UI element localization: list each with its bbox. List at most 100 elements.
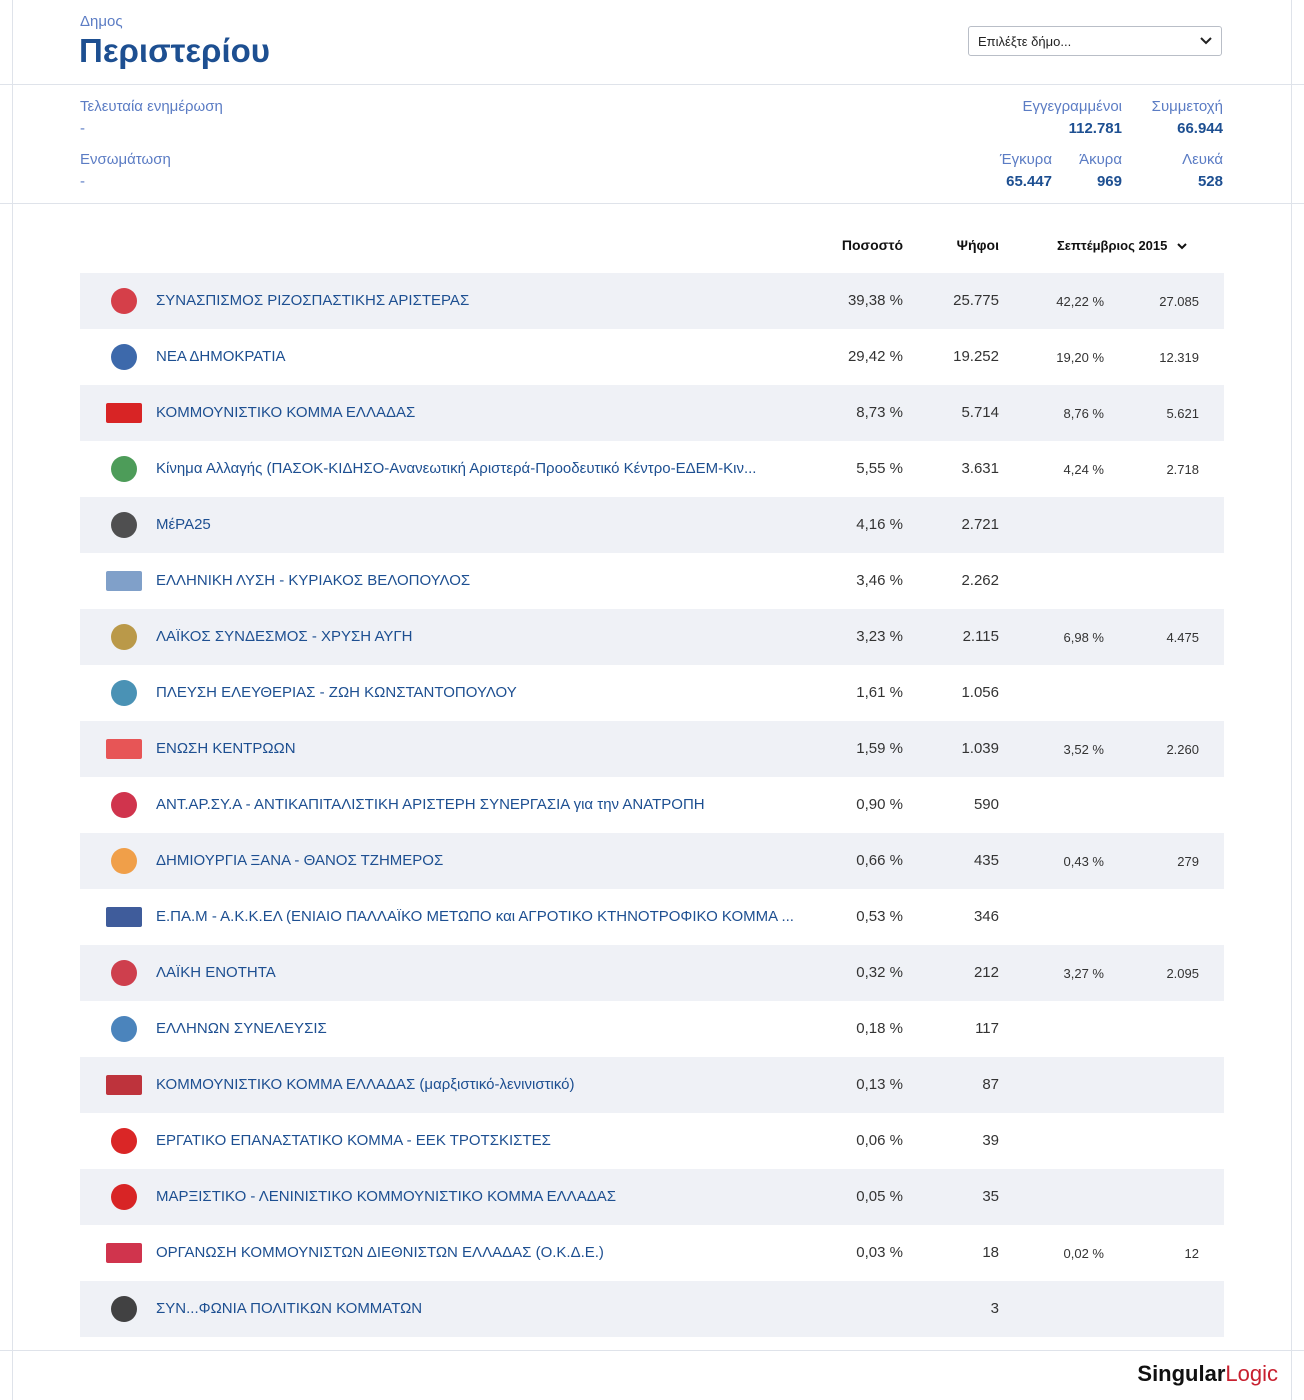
party-name: ΛΑΪΚΟΣ ΣΥΝΔΕΣΜΟΣ - ΧΡΥΣΗ ΑΥΓΗ — [156, 629, 413, 645]
previous-votes: 12 — [1184, 1246, 1199, 1261]
previous-votes: 2.718 — [1166, 462, 1199, 477]
municipality-title: Περιστερίου — [79, 32, 270, 69]
stat-value: 528 — [1197, 173, 1223, 190]
party-name: Ε.ΠΑ.Μ - Α.Κ.Κ.ΕΛ (ΕΝΙΑΙΟ ΠΑΛΛΑΪΚΟ ΜΕΤΩΠ… — [156, 909, 794, 925]
party-logo — [111, 792, 137, 818]
party-name: ΣΥΝ...ΦΩΝΙΑ ΠΟΛΙΤΙΚΩΝ ΚΟΜΜΑΤΩΝ — [156, 1301, 423, 1317]
party-logo — [106, 571, 142, 591]
previous-votes: 4.475 — [1166, 630, 1199, 645]
stat-label: Συμμετοχή — [1151, 98, 1223, 115]
votes: 5.714 — [961, 404, 999, 421]
stat-value: 969 — [1096, 173, 1122, 190]
result-row: ΣΥΝΑΣΠΙΣΜΟΣ ΡΙΖΟΣΠΑΣΤΙΚΗΣ ΑΡΙΣΤΕΡΑΣ 39,38… — [80, 273, 1224, 329]
column-header: Ποσοστό — [841, 237, 903, 253]
party-logo — [111, 344, 137, 370]
party-name: ΑΝΤ.ΑΡ.ΣΥ.Α - ΑΝΤΙΚΑΠΙΤΑΛΙΣΤΙΚΗ ΑΡΙΣΤΕΡΗ… — [156, 797, 705, 813]
footer-line — [0, 1350, 1304, 1351]
chevron — [1200, 37, 1212, 45]
result-row: ΚΟΜΜΟΥΝΙΣΤΙΚΟ ΚΟΜΜΑ ΕΛΛΑΔΑΣ (μαρξιστικό-… — [80, 1057, 1224, 1113]
result-row: ΟΡΓΑΝΩΣΗ ΚΟΜΜΟΥΝΙΣΤΩΝ ΔΙΕΘΝΙΣΤΩΝ ΕΛΛΑΔΑΣ… — [80, 1225, 1224, 1281]
percent: 29,42 % — [847, 348, 903, 365]
votes: 2.115 — [962, 628, 999, 645]
page-frame — [12, 0, 1292, 1400]
result-row: ΣΥΝ...ΦΩΝΙΑ ΠΟΛΙΤΙΚΩΝ ΚΟΜΜΑΤΩΝ 3 — [80, 1281, 1224, 1337]
previous-votes: 2.260 — [1166, 742, 1199, 757]
result-row: ΛΑΪΚΟΣ ΣΥΝΔΕΣΜΟΣ - ΧΡΥΣΗ ΑΥΓΗ 3,23 % 2.115… — [80, 609, 1224, 665]
votes: 1.056 — [961, 684, 999, 701]
previous-percent: 3,27 % — [1063, 966, 1104, 981]
votes: 435 — [973, 852, 999, 869]
votes: 18 — [982, 1244, 999, 1261]
column-header[interactable]: Σεπτέμβριος 2015 — [1057, 238, 1187, 253]
municipality-select[interactable]: Επιλέξτε δήμο... — [968, 26, 1222, 56]
result-row: ΔΗΜΙΟΥΡΓΙΑ ΞΑΝΑ - ΘΑΝΟΣ ΤΖΗΜΕΡΟΣ 0,66 % 43… — [80, 833, 1224, 889]
party-logo — [106, 1243, 142, 1263]
party-logo — [111, 288, 137, 314]
percent: 4,16 % — [856, 516, 903, 533]
party-name: ΕΛΛΗΝΙΚΗ ΛΥΣΗ - ΚΥΡΙΑΚΟΣ ΒΕΛΟΠΟΥΛΟΣ — [156, 573, 471, 589]
result-row: ΕΡΓΑΤΙΚΟ ΕΠΑΝΑΣΤΑΤΙΚΟ ΚΟΜΜΑ - ΕΕΚ ΤΡΟΤΣΚ… — [80, 1113, 1224, 1169]
result-row: ΕΛΛΗΝΙΚΗ ΛΥΣΗ - ΚΥΡΙΑΚΟΣ ΒΕΛΟΠΟΥΛΟΣ 3,46 … — [80, 553, 1224, 609]
previous-percent: 3,52 % — [1063, 742, 1104, 757]
result-row: ΜΑΡΞΙΣΤΙΚΟ - ΛΕΝΙΝΙΣΤΙΚΟ ΚΟΜΜΟΥΝΙΣΤΙΚΟ Κ… — [80, 1169, 1224, 1225]
percent: 5,55 % — [856, 460, 903, 477]
percent: 1,61 % — [856, 684, 903, 701]
result-row: ΑΝΤ.ΑΡ.ΣΥ.Α - ΑΝΤΙΚΑΠΙΤΑΛΙΣΤΙΚΗ ΑΡΙΣΤΕΡΗ… — [80, 777, 1224, 833]
stat-label: Λευκά — [1182, 151, 1223, 168]
party-logo — [111, 1016, 137, 1042]
result-row: Ε.ΠΑ.Μ - Α.Κ.Κ.ΕΛ (ΕΝΙΑΙΟ ΠΑΛΛΑΪΚΟ ΜΕΤΩΠ… — [80, 889, 1224, 945]
percent: 8,73 % — [856, 404, 903, 421]
party-name: ΟΡΓΑΝΩΣΗ ΚΟΜΜΟΥΝΙΣΤΩΝ ΔΙΕΘΝΙΣΤΩΝ ΕΛΛΑΔΑΣ… — [156, 1245, 604, 1261]
votes: 346 — [973, 908, 999, 925]
votes: 3 — [990, 1300, 999, 1317]
votes: 25.775 — [953, 292, 999, 309]
votes: 2.262 — [961, 572, 999, 589]
previous-votes: 27.085 — [1159, 294, 1199, 309]
info-label: Τελευταία ενημέρωση — [80, 98, 223, 115]
party-logo — [111, 848, 137, 874]
percent: 39,38 % — [847, 292, 903, 309]
votes: 212 — [973, 964, 999, 981]
previous-percent: 42,22 % — [1056, 294, 1104, 309]
party-logo — [106, 403, 142, 423]
votes: 117 — [975, 1020, 999, 1037]
chevron — [1177, 243, 1187, 250]
result-row: ΕΝΩΣΗ ΚΕΝΤΡΩΩΝ 1,59 % 1.039 3,52 % 2.260 — [80, 721, 1224, 777]
column-header: Ψήφοι — [956, 237, 999, 253]
party-logo — [111, 960, 137, 986]
stat-value: 112.781 — [1068, 120, 1122, 137]
votes: 1.039 — [961, 740, 999, 757]
stat-value: 65.447 — [1006, 173, 1052, 190]
votes: 35 — [982, 1188, 999, 1205]
party-name: ΜΑΡΞΙΣΤΙΚΟ - ΛΕΝΙΝΙΣΤΙΚΟ ΚΟΜΜΟΥΝΙΣΤΙΚΟ Κ… — [156, 1189, 617, 1205]
brand: SingularLogic — [1137, 1361, 1278, 1387]
party-logo — [111, 1296, 137, 1322]
previous-percent: 4,24 % — [1063, 462, 1104, 477]
percent: 0,18 % — [856, 1020, 903, 1037]
percent: 0,90 % — [856, 796, 903, 813]
result-row: ΚΟΜΜΟΥΝΙΣΤΙΚΟ ΚΟΜΜΑ ΕΛΛΑΔΑΣ 8,73 % 5.714 8,… — [80, 385, 1224, 441]
party-name: ΚΟΜΜΟΥΝΙΣΤΙΚΟ ΚΟΜΜΑ ΕΛΛΑΔΑΣ — [156, 405, 416, 421]
info-value: - — [80, 120, 85, 137]
previous-percent: 8,76 % — [1063, 406, 1104, 421]
result-row: ΝΕΑ ΔΗΜΟΚΡΑΤΙΑ 29,42 % 19.252 19,20 % 12.319 — [80, 329, 1224, 385]
brand-accent: Logic — [1225, 1361, 1278, 1386]
percent: 0,32 % — [856, 964, 903, 981]
votes: 2.721 — [961, 516, 999, 533]
votes: 590 — [973, 796, 999, 813]
party-name: ΜέΡΑ25 — [156, 517, 211, 533]
party-logo — [111, 1128, 137, 1154]
info-value: - — [80, 173, 85, 190]
result-row: ΕΛΛΗΝΩΝ ΣΥΝΕΛΕΥΣΙΣ 0,18 % 117 — [80, 1001, 1224, 1057]
previous-votes: 2.095 — [1166, 966, 1199, 981]
party-name: ΣΥΝΑΣΠΙΣΜΟΣ ΡΙΖΟΣΠΑΣΤΙΚΗΣ ΑΡΙΣΤΕΡΑΣ — [156, 293, 470, 309]
party-name: ΔΗΜΙΟΥΡΓΙΑ ΞΑΝΑ - ΘΑΝΟΣ ΤΖΗΜΕΡΟΣ — [156, 853, 444, 869]
percent: 0,53 % — [856, 908, 903, 925]
party-logo — [111, 512, 137, 538]
party-name: ΕΛΛΗΝΩΝ ΣΥΝΕΛΕΥΣΙΣ — [156, 1021, 327, 1037]
previous-percent: 0,02 % — [1063, 1246, 1104, 1261]
party-name: ΕΡΓΑΤΙΚΟ ΕΠΑΝΑΣΤΑΤΙΚΟ ΚΟΜΜΑ - ΕΕΚ ΤΡΟΤΣΚ… — [156, 1133, 551, 1149]
result-row: Κίνημα Αλλαγής (ΠΑΣΟΚ-ΚΙΔΗΣΟ-Ανανεωτική … — [80, 441, 1224, 497]
stat-label: Άκυρα — [1079, 151, 1122, 168]
